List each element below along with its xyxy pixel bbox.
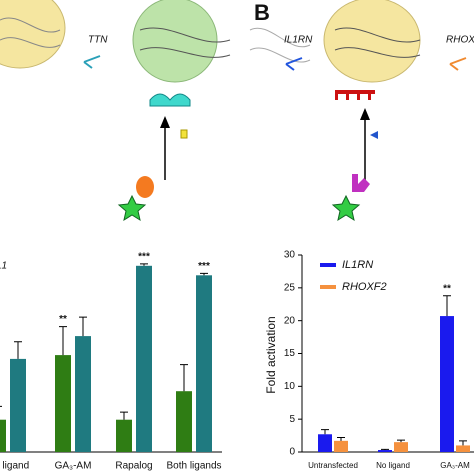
error-bar [321, 429, 329, 435]
bar [334, 440, 348, 452]
error-bar [59, 326, 67, 356]
dna [0, 17, 61, 48]
bar [196, 275, 212, 452]
ligand [370, 131, 378, 139]
protein [136, 176, 154, 198]
error-bar [79, 316, 87, 337]
significance: *** [138, 252, 150, 263]
error-bar [120, 411, 128, 420]
y-axis-label: Fold activation [264, 316, 278, 393]
bar [456, 445, 470, 452]
bar [394, 442, 408, 452]
gene-label: RHOXF2 [446, 35, 474, 46]
y-tick-label: 20 [284, 315, 296, 326]
y-tick-label: 0 [289, 447, 295, 458]
error-bar [14, 341, 22, 359]
bar [75, 336, 91, 452]
error-bar [200, 272, 208, 276]
legend-label: IL1RN [342, 259, 373, 271]
x-tick-label: No ligand [0, 461, 29, 472]
error-bar [0, 405, 2, 407]
arrow-head [360, 108, 370, 120]
ligand [180, 129, 188, 139]
arrow-head [160, 116, 170, 128]
bar [378, 450, 392, 452]
legend-fragment: L1 [0, 261, 7, 272]
error-bar [443, 295, 451, 317]
y-tick-label: 15 [284, 348, 296, 359]
significance: *** [198, 261, 210, 272]
bar [136, 265, 152, 452]
bar [116, 419, 132, 452]
star [331, 194, 361, 222]
panel-label: B [254, 0, 270, 25]
significance: ** [59, 314, 67, 325]
error-bar [397, 439, 405, 443]
x-tick-label: GA₃-AM [55, 461, 92, 472]
gene-label: IL1RN [284, 35, 313, 46]
gene-label: TTN [88, 35, 108, 46]
dimerizer [149, 93, 191, 107]
gene-arrow [83, 55, 101, 69]
dna [139, 27, 231, 58]
gene-arrow [449, 57, 467, 71]
y-tick-label: 5 [289, 414, 295, 425]
dna [249, 27, 311, 63]
gene-arrow [285, 57, 303, 71]
bar [176, 391, 192, 452]
left-diagram: TTN [0, 0, 231, 222]
x-tick-label: GA₃-AM [440, 461, 470, 470]
x-tick-label: Rapalog [115, 461, 152, 472]
x-tick-label: Both ligands [166, 461, 221, 472]
error-bar [337, 437, 345, 441]
bar [10, 358, 26, 452]
y-tick-label: 10 [284, 381, 296, 392]
protein [352, 174, 370, 192]
right-diagram: IL1RN RHOXF2 [249, 0, 474, 222]
x-tick-label: No ligand [376, 461, 410, 470]
complex-blob [0, 0, 66, 69]
binder [335, 90, 375, 100]
y-tick-label: 25 [284, 282, 296, 293]
bar [440, 316, 454, 452]
legend-label: RHOXF2 [342, 281, 387, 293]
error-bar [459, 440, 467, 446]
bar [55, 355, 71, 452]
complex-blob [132, 0, 218, 83]
significance: ** [443, 283, 451, 294]
dna [334, 27, 421, 58]
x-tick-label: Untransfected [308, 461, 358, 470]
bar [0, 419, 6, 452]
star [117, 194, 147, 222]
error-bar [140, 263, 148, 266]
complex-blob [323, 0, 421, 83]
y-tick-label: 30 [284, 250, 296, 261]
error-bar [381, 448, 389, 451]
bar [318, 434, 332, 452]
error-bar [180, 364, 188, 392]
